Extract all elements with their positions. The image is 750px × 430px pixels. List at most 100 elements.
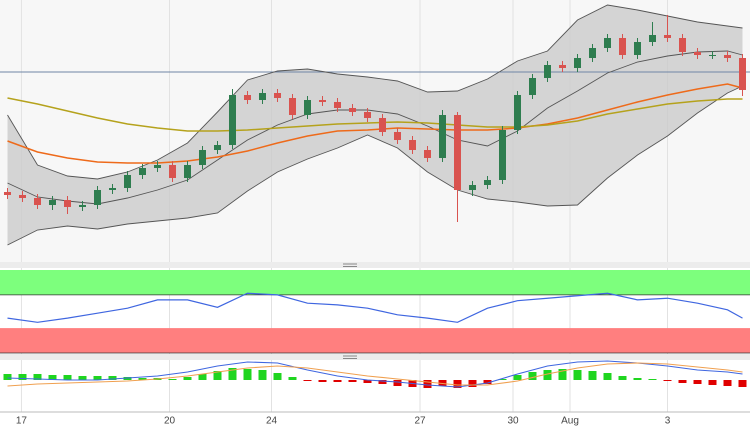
histogram-bar: [48, 375, 57, 380]
candle-body: [259, 93, 266, 100]
candle-body: [214, 145, 221, 150]
histogram-bar: [573, 370, 582, 380]
histogram-bar: [708, 380, 717, 385]
histogram-bar: [228, 368, 237, 380]
histogram-bar: [258, 370, 267, 380]
histogram-bar: [648, 379, 657, 380]
histogram-bar: [633, 378, 642, 380]
candle-body: [169, 165, 176, 178]
candle-body: [94, 190, 101, 205]
histogram-bar: [273, 373, 282, 380]
candle-body: [139, 168, 146, 175]
histogram-bar: [513, 375, 522, 380]
separator: [0, 262, 750, 268]
candle-body: [349, 108, 356, 112]
histogram-bar: [288, 377, 297, 380]
histogram-bar: [3, 374, 12, 380]
x-tick-label: 30: [507, 416, 519, 427]
histogram-bar: [333, 380, 342, 382]
histogram-bar: [528, 372, 537, 380]
candle-body: [79, 205, 86, 207]
candle-body: [154, 165, 161, 168]
candle-body: [499, 130, 506, 180]
histogram-bar: [108, 376, 117, 380]
candle-body: [724, 55, 731, 58]
handle[interactable]: [343, 263, 357, 267]
histogram-bar: [18, 374, 27, 380]
histogram-bar: [303, 380, 312, 381]
candle-body: [109, 188, 116, 190]
candle-body: [49, 200, 56, 205]
histogram-bar: [243, 369, 252, 380]
candle-body: [364, 112, 371, 118]
histogram-bar: [663, 380, 672, 381]
histogram-bar: [78, 376, 87, 380]
candle-body: [394, 132, 401, 140]
histogram-bar: [63, 375, 72, 380]
candle-body: [529, 78, 536, 95]
histogram-bar: [723, 380, 732, 386]
separator: [0, 354, 750, 360]
histogram-bar: [453, 380, 462, 388]
x-tick-label: Aug: [561, 416, 579, 427]
candle-body: [484, 180, 491, 185]
candle-body: [454, 115, 461, 190]
candle-body: [424, 150, 431, 158]
macd-line: [7, 362, 743, 387]
rsi-layer: [0, 270, 750, 354]
candle-body: [709, 55, 716, 56]
zone: [0, 270, 750, 295]
histogram-bar: [483, 380, 492, 384]
candle-body: [4, 192, 11, 195]
candle-body: [19, 195, 26, 198]
candle-body: [589, 48, 596, 58]
candle-body: [664, 35, 671, 38]
x-tick-label: 20: [164, 416, 176, 427]
candle-body: [64, 200, 71, 207]
histogram-bar: [393, 380, 402, 386]
histogram-bar: [618, 376, 627, 380]
histogram-bar: [33, 374, 42, 380]
candle-body: [694, 52, 701, 55]
histogram-bar: [213, 371, 222, 380]
bollinger-middle: [7, 50, 743, 205]
histogram-bar: [378, 380, 387, 384]
histogram-bar: [138, 378, 147, 380]
histogram-bar: [738, 380, 747, 387]
x-tick-label: 27: [414, 416, 426, 427]
x-axis: 17 20 24 27 30 Aug 3: [16, 416, 671, 427]
candle-body: [514, 95, 521, 130]
handle[interactable]: [343, 355, 357, 359]
histogram-bar: [498, 379, 507, 380]
histogram-bar: [363, 380, 372, 383]
candle-body: [544, 65, 551, 78]
candle-body: [289, 98, 296, 115]
candle-body: [304, 100, 311, 115]
candle-body: [184, 165, 191, 178]
x-tick-label: 3: [665, 416, 671, 427]
rsi-line: [7, 292, 743, 323]
candle-body: [439, 115, 446, 158]
zone: [0, 328, 750, 353]
candle-body: [379, 118, 386, 132]
histogram-bar: [468, 380, 477, 387]
candle-body: [199, 150, 206, 165]
candle-body: [649, 35, 656, 42]
histogram-bar: [678, 380, 687, 383]
candle-body: [604, 38, 611, 48]
candle-body: [409, 140, 416, 150]
price-layer: [0, 4, 750, 246]
histogram-bar: [348, 380, 357, 382]
histogram-bar: [198, 374, 207, 380]
candle-body: [619, 38, 626, 55]
candle-body: [679, 38, 686, 52]
candle-body: [319, 100, 326, 102]
candle-body: [469, 185, 476, 190]
histogram-bar: [93, 376, 102, 380]
bollinger-fill: [7, 5, 743, 245]
candle-body: [124, 175, 131, 188]
histogram-bar: [423, 380, 432, 388]
histogram-bar: [318, 380, 327, 382]
bollinger-upper: [7, 4, 743, 180]
